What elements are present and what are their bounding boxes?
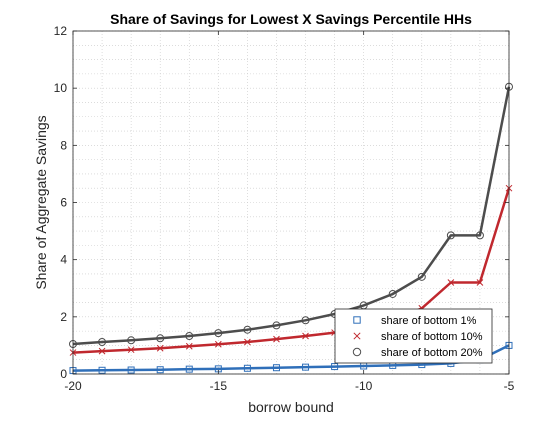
series-line — [72, 187, 511, 354]
circle-marker — [417, 272, 426, 281]
chart-title: Share of Savings for Lowest X Savings Pe… — [110, 11, 472, 27]
x-marker — [244, 338, 251, 346]
series-line — [72, 344, 510, 372]
x-tick-label: -15 — [210, 379, 228, 393]
series-layer — [69, 82, 513, 375]
square-marker — [272, 364, 280, 372]
square-marker — [127, 366, 135, 374]
square-marker — [98, 366, 106, 374]
x-tick-label: -20 — [64, 379, 82, 393]
circle-marker — [98, 337, 107, 346]
legend: share of bottom 1% share of bottom 10% sha… — [334, 308, 493, 364]
circle-marker — [388, 289, 397, 298]
circle-marker — [475, 231, 484, 240]
x-tick-label: -10 — [355, 379, 373, 393]
x-marker — [476, 279, 484, 286]
y-tick-label: 12 — [54, 24, 68, 38]
square-marker — [185, 365, 193, 373]
x-marker — [273, 335, 280, 343]
square-marker — [331, 363, 339, 371]
circle-marker — [352, 347, 362, 357]
x-marker — [447, 279, 455, 286]
y-tick-label: 0 — [60, 367, 67, 381]
y-tick-label: 2 — [60, 310, 67, 324]
axis-ticks: -20 -15 -10 -5 0 2 4 6 8 10 12 — [54, 24, 515, 393]
circle-marker — [214, 329, 223, 338]
y-tick-label: 4 — [60, 253, 67, 267]
square-marker — [302, 363, 310, 371]
circle-marker — [243, 325, 252, 334]
x-marker — [156, 344, 164, 352]
x-marker — [302, 332, 309, 340]
legend-label: share of bottom 20% — [381, 347, 483, 359]
square-marker — [243, 364, 251, 372]
x-marker — [127, 346, 135, 354]
circle-marker — [301, 316, 310, 325]
x-marker — [98, 347, 106, 355]
square-marker — [353, 316, 361, 324]
circle-marker — [272, 321, 281, 330]
series-line — [72, 86, 511, 346]
x-marker — [214, 340, 222, 348]
x-marker — [185, 342, 193, 350]
y-tick-label: 6 — [60, 196, 67, 210]
legend-label: share of bottom 1% — [381, 315, 477, 327]
x-tick-label: -5 — [504, 379, 515, 393]
circle-marker — [127, 336, 136, 345]
legend-box — [334, 308, 493, 364]
x-marker — [353, 332, 361, 340]
square-marker — [156, 366, 164, 374]
x-axis-title: borrow bound — [248, 399, 334, 415]
y-tick-label: 10 — [54, 81, 68, 95]
y-axis-title: Share of Aggregate Savings — [33, 115, 49, 289]
circle-marker — [446, 231, 455, 240]
y-tick-label: 8 — [60, 138, 67, 152]
circle-marker — [185, 331, 194, 340]
circle-marker — [156, 334, 165, 343]
legend-label: share of bottom 10% — [381, 331, 483, 343]
